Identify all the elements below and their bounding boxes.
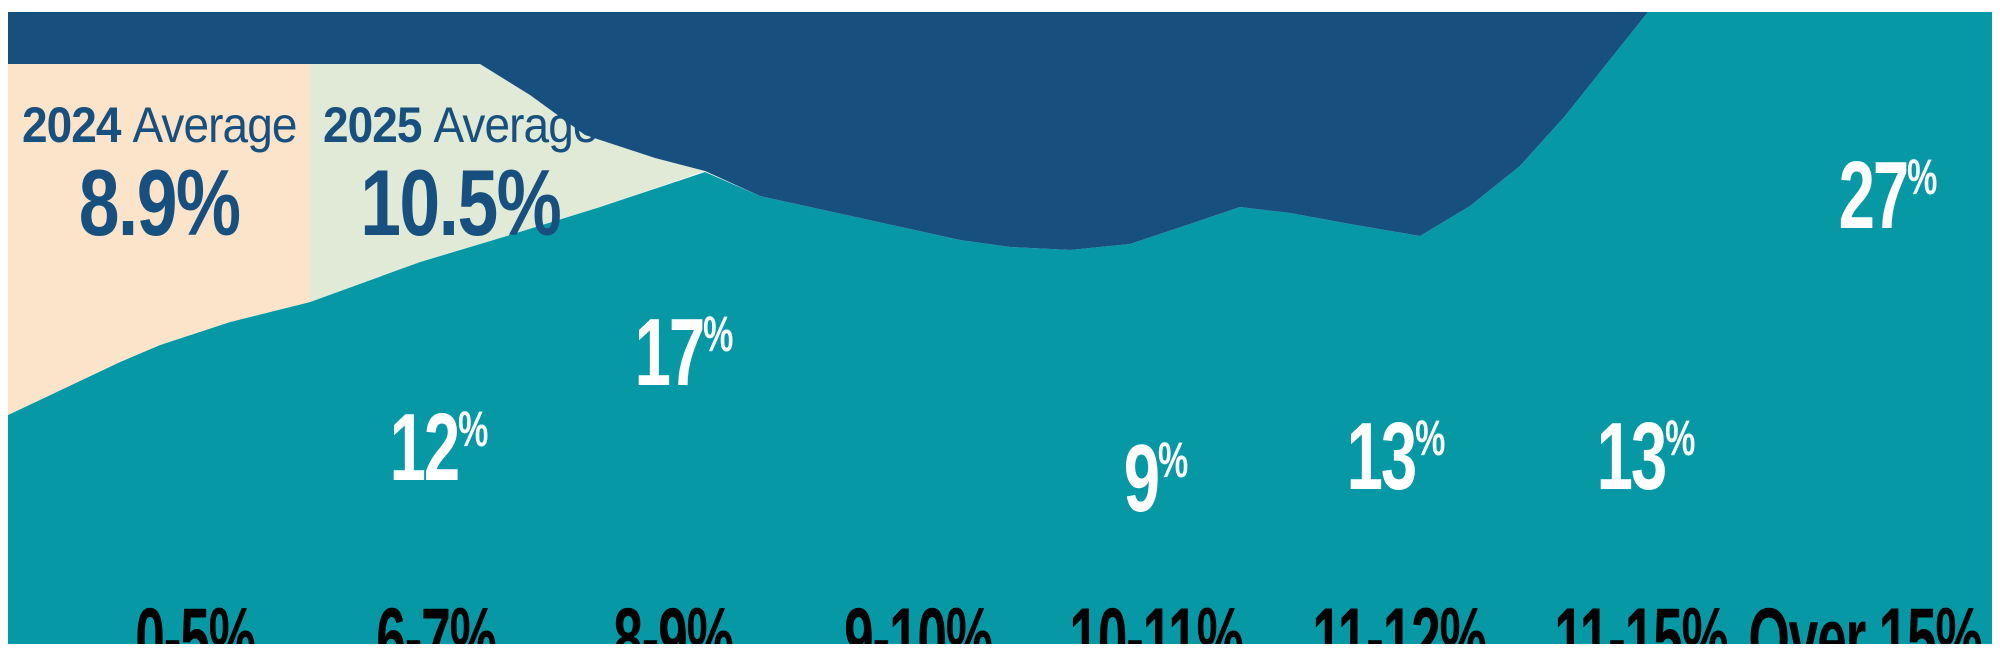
x-axis-label-3: 8-9% bbox=[613, 591, 734, 644]
x-axis-label-7: 11-15% bbox=[1554, 591, 1729, 644]
average-2024-callout: 2024 Average 8.9% bbox=[8, 100, 310, 250]
average-2024-year: 2024 bbox=[21, 97, 122, 153]
average-2025-year: 2025 bbox=[322, 97, 423, 153]
data-label-9pct: 9% bbox=[1123, 425, 1189, 532]
header-band-shape bbox=[8, 12, 1648, 250]
average-2025-value: 10.5% bbox=[359, 150, 562, 255]
x-axis-label-6: 11-12% bbox=[1312, 591, 1487, 644]
average-2025-box-shape bbox=[310, 64, 705, 302]
x-axis-label-8: Over 15% bbox=[1748, 591, 1982, 644]
x-axis: 0-5% 6-7% 8-9% 9-10% 10-11% 11-12% 11-15… bbox=[135, 591, 1983, 644]
data-label-13pct-a: 13% bbox=[1346, 403, 1446, 510]
x-axis-label-4: 9-10% bbox=[844, 591, 993, 644]
average-2024-title: 2024 Average bbox=[21, 97, 298, 153]
teal-distribution-area bbox=[8, 12, 1992, 644]
data-label-27pct: 27% bbox=[1838, 142, 1938, 249]
average-2024-value: 8.9% bbox=[78, 150, 241, 255]
average-2024-box-shape bbox=[8, 64, 310, 415]
data-label-17pct: 17% bbox=[634, 299, 734, 406]
average-2024-word: Average bbox=[132, 97, 297, 153]
data-label-12pct: 12% bbox=[389, 394, 489, 501]
x-axis-label-5: 10-11% bbox=[1069, 591, 1244, 644]
data-label-13pct-b: 13% bbox=[1596, 403, 1696, 510]
x-axis-label-2: 6-7% bbox=[376, 591, 497, 644]
average-2025-title: 2025 Average bbox=[322, 97, 599, 153]
average-2025-word: Average bbox=[433, 97, 598, 153]
x-axis-label-1: 0-5% bbox=[135, 591, 256, 644]
average-2025-callout: 2025 Average 10.5% bbox=[310, 100, 610, 250]
